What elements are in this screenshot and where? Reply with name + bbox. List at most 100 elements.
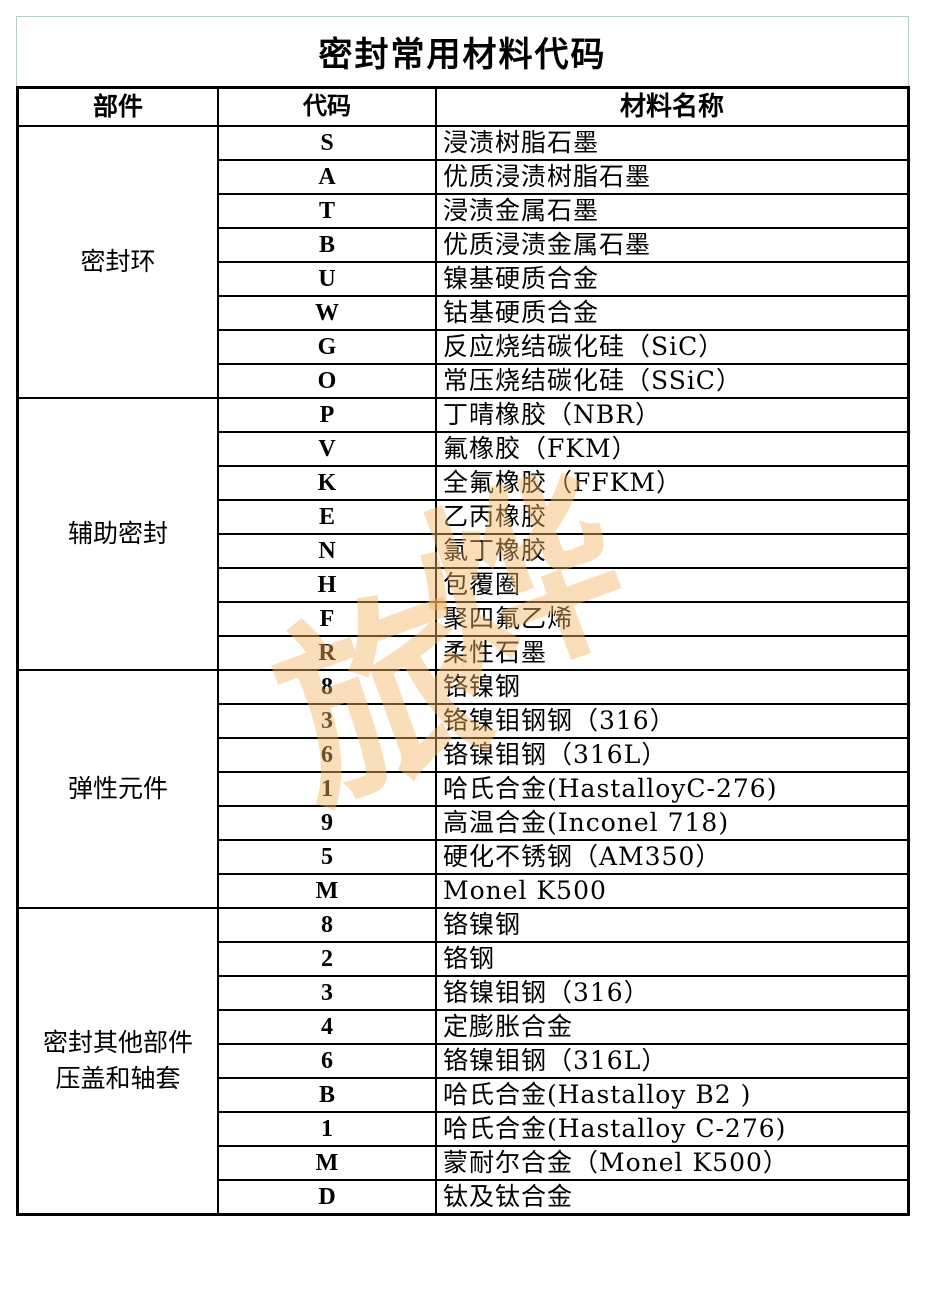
table-row: N 氯丁橡胶 bbox=[18, 533, 910, 569]
table-row: 弹性元件 8 铬镍钢 bbox=[16, 669, 910, 909]
material-name-cell: 哈氏合金(HastalloyC-276) bbox=[435, 771, 910, 807]
code-cell: U bbox=[217, 261, 437, 297]
table-row: U 镍基硬质合金 bbox=[18, 261, 910, 297]
table-row: 密封其他部件 压盖和轴套 8 铬镍钢 bbox=[16, 907, 910, 1216]
material-name-cell: 铬镍钼钢（316） bbox=[435, 975, 910, 1011]
code-cell: M bbox=[217, 873, 437, 909]
table-row: B 优质浸渍金属石墨 bbox=[18, 227, 910, 263]
code-cell: 1 bbox=[217, 771, 437, 807]
code-cell: P bbox=[217, 397, 437, 433]
table-title: 密封常用材料代码 bbox=[16, 16, 909, 86]
table-row: E 乙丙橡胶 bbox=[18, 499, 910, 535]
material-name-cell: 反应烧结碳化硅（SiC） bbox=[435, 329, 910, 365]
code-cell: A bbox=[217, 159, 437, 195]
table-row: 3 铬镍钼钢钢（316） bbox=[18, 703, 910, 739]
code-cell: 2 bbox=[217, 941, 437, 977]
table-row: O 常压烧结碳化硅（SSiC） bbox=[18, 363, 910, 399]
table-row: M 蒙耐尔合金（Monel K500） bbox=[18, 1145, 910, 1181]
material-name-cell: 铬镍钢 bbox=[435, 669, 910, 705]
material-name-cell: 优质浸渍树脂石墨 bbox=[435, 159, 910, 195]
table-row: 6 铬镍钼钢（316L） bbox=[18, 1043, 910, 1079]
material-name-cell: 铬镍钼钢钢（316） bbox=[435, 703, 910, 739]
material-name-cell: 铬镍钢 bbox=[435, 907, 910, 943]
table-row: H 包覆圈 bbox=[18, 567, 910, 603]
material-name-cell: 全氟橡胶（FFKM） bbox=[435, 465, 910, 501]
table-row: D 钛及钛合金 bbox=[18, 1179, 910, 1216]
part-cell: 辅助密封 bbox=[16, 397, 219, 671]
header-code: 代码 bbox=[217, 86, 437, 127]
table-row: 5 硬化不锈钢（AM350） bbox=[18, 839, 910, 875]
header-name: 材料名称 bbox=[435, 86, 910, 127]
material-name-cell: 常压烧结碳化硅（SSiC） bbox=[435, 363, 910, 399]
material-name-cell: 浸渍金属石墨 bbox=[435, 193, 910, 229]
code-cell: 1 bbox=[217, 1111, 437, 1147]
table-row: T 浸渍金属石墨 bbox=[18, 193, 910, 229]
code-cell: W bbox=[217, 295, 437, 331]
code-cell: D bbox=[217, 1179, 437, 1216]
code-cell: B bbox=[217, 227, 437, 263]
code-cell: B bbox=[217, 1077, 437, 1113]
table-row: B 哈氏合金(Hastalloy B2 ) bbox=[18, 1077, 910, 1113]
material-name-cell: 定膨胀合金 bbox=[435, 1009, 910, 1045]
code-cell: 8 bbox=[217, 907, 437, 943]
table-row: V 氟橡胶（FKM） bbox=[18, 431, 910, 467]
table-row: R 柔性石墨 bbox=[18, 635, 910, 671]
table-row: 1 哈氏合金(Hastalloy C-276) bbox=[18, 1111, 910, 1147]
code-cell: R bbox=[217, 635, 437, 671]
material-name-cell: 铬镍钼钢（316L） bbox=[435, 1043, 910, 1079]
code-cell: 3 bbox=[217, 975, 437, 1011]
material-name-cell: 铬钢 bbox=[435, 941, 910, 977]
table-row: K 全氟橡胶（FFKM） bbox=[18, 465, 910, 501]
material-name-cell: 高温合金(Inconel 718) bbox=[435, 805, 910, 841]
table-row: 3 铬镍钼钢（316） bbox=[18, 975, 910, 1011]
table-row: 辅助密封 P 丁晴橡胶（NBR） bbox=[16, 397, 910, 671]
header-part: 部件 bbox=[16, 86, 219, 127]
code-cell: 3 bbox=[217, 703, 437, 739]
material-name-cell: 氟橡胶（FKM） bbox=[435, 431, 910, 467]
material-name-cell: 硬化不锈钢（AM350） bbox=[435, 839, 910, 875]
material-name-cell: 优质浸渍金属石墨 bbox=[435, 227, 910, 263]
table-row: A 优质浸渍树脂石墨 bbox=[18, 159, 910, 195]
code-cell: 4 bbox=[217, 1009, 437, 1045]
part-cell: 密封其他部件 压盖和轴套 bbox=[16, 907, 219, 1216]
table-body: 密封环 S 浸渍树脂石墨 A 优质浸渍树脂石墨 T 浸渍金属石墨 B 优质浸渍金属石墨 U 镍基硬质… bbox=[16, 125, 910, 1216]
material-name-cell: 铬镍钼钢（316L） bbox=[435, 737, 910, 773]
material-name-cell: 丁晴橡胶（NBR） bbox=[435, 397, 910, 433]
table-row: G 反应烧结碳化硅（SiC） bbox=[18, 329, 910, 365]
code-cell: N bbox=[217, 533, 437, 569]
code-cell: O bbox=[217, 363, 437, 399]
table-row: 密封环 S 浸渍树脂石墨 bbox=[16, 125, 910, 399]
code-cell: S bbox=[217, 125, 437, 161]
material-name-cell: 氯丁橡胶 bbox=[435, 533, 910, 569]
table-row: F 聚四氟乙烯 bbox=[18, 601, 910, 637]
part-cell: 密封环 bbox=[16, 125, 219, 399]
material-name-cell: 钴基硬质合金 bbox=[435, 295, 910, 331]
table-row: 6 铬镍钼钢（316L） bbox=[18, 737, 910, 773]
material-name-cell: 钛及钛合金 bbox=[435, 1179, 910, 1216]
code-cell: T bbox=[217, 193, 437, 229]
code-cell: G bbox=[217, 329, 437, 365]
code-cell: 8 bbox=[217, 669, 437, 705]
table-row: W 钴基硬质合金 bbox=[18, 295, 910, 331]
code-cell: M bbox=[217, 1145, 437, 1181]
material-name-cell: 乙丙橡胶 bbox=[435, 499, 910, 535]
header-row: 部件 代码 材料名称 bbox=[16, 86, 910, 127]
table-row: 9 高温合金(Inconel 718) bbox=[18, 805, 910, 841]
material-name-cell: 哈氏合金(Hastalloy C-276) bbox=[435, 1111, 910, 1147]
material-name-cell: Monel K500 bbox=[435, 873, 910, 909]
code-cell: F bbox=[217, 601, 437, 637]
material-name-cell: 柔性石墨 bbox=[435, 635, 910, 671]
code-cell: K bbox=[217, 465, 437, 501]
code-cell: H bbox=[217, 567, 437, 603]
table-row: M Monel K500 bbox=[18, 873, 910, 909]
code-cell: 5 bbox=[217, 839, 437, 875]
material-code-table: 部件 代码 材料名称 密封环 S 浸渍树脂石墨 A 优质浸渍树脂石墨 T 浸渍金属石墨 B 优质… bbox=[16, 86, 910, 1216]
code-cell: E bbox=[217, 499, 437, 535]
material-name-cell: 镍基硬质合金 bbox=[435, 261, 910, 297]
code-cell: 9 bbox=[217, 805, 437, 841]
part-cell: 弹性元件 bbox=[16, 669, 219, 909]
material-name-cell: 哈氏合金(Hastalloy B2 ) bbox=[435, 1077, 910, 1113]
material-name-cell: 聚四氟乙烯 bbox=[435, 601, 910, 637]
table-row: 2 铬钢 bbox=[18, 941, 910, 977]
material-name-cell: 浸渍树脂石墨 bbox=[435, 125, 910, 161]
